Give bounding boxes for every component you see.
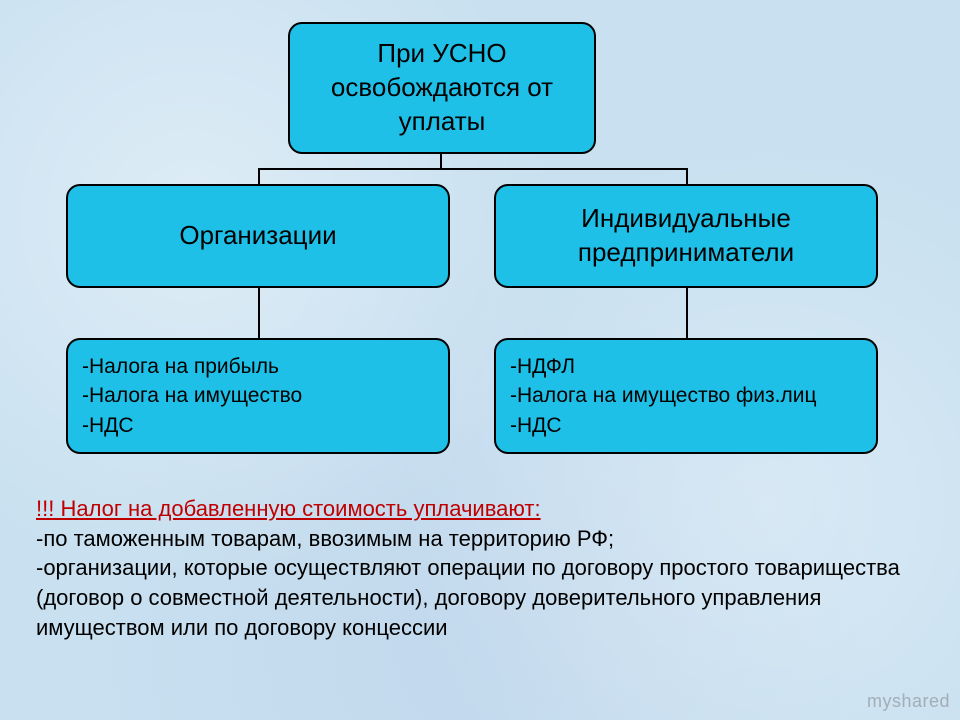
root-node-text: При УСНО освобождаются от уплаты	[300, 37, 584, 138]
connector	[686, 288, 688, 338]
right-branch-detail: -НДФЛ -Налога на имущество физ.лиц -НДС	[494, 338, 878, 454]
connector	[258, 168, 688, 170]
connector	[686, 168, 688, 184]
footnote-body: -по таможенным товарам, ввозимым на терр…	[36, 526, 900, 640]
right-branch-title-text: Индивидуальные предприниматели	[506, 202, 866, 270]
left-branch-detail: -Налога на прибыль -Налога на имущество …	[66, 338, 450, 454]
root-node: При УСНО освобождаются от уплаты	[288, 22, 596, 154]
connector	[258, 168, 260, 184]
left-branch-title-text: Организации	[179, 219, 336, 253]
footnote-title: !!! Налог на добавленную стоимость уплач…	[36, 496, 541, 521]
right-branch-title: Индивидуальные предприниматели	[494, 184, 878, 288]
right-branch-detail-text: -НДФЛ -Налога на имущество физ.лиц -НДС	[510, 352, 817, 440]
left-branch-title: Организации	[66, 184, 450, 288]
connector	[440, 154, 442, 168]
watermark: myshared	[867, 691, 950, 712]
left-branch-detail-text: -Налога на прибыль -Налога на имущество …	[82, 352, 302, 440]
footnote: !!! Налог на добавленную стоимость уплач…	[36, 494, 916, 642]
connector	[258, 288, 260, 338]
